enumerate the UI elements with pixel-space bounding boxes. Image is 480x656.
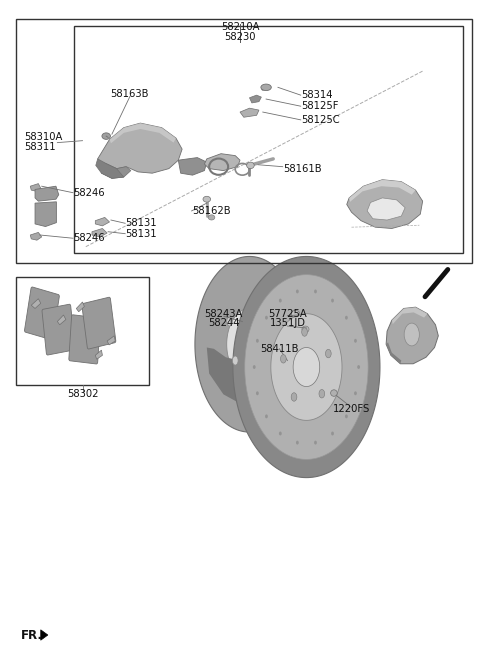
Ellipse shape [314,441,317,445]
Text: 58210A: 58210A [221,22,259,32]
Polygon shape [41,630,48,640]
Ellipse shape [253,365,256,369]
Text: 58230: 58230 [224,31,256,41]
Ellipse shape [232,356,238,365]
Polygon shape [273,298,297,329]
Polygon shape [207,348,295,406]
Polygon shape [204,154,240,171]
Text: 58302: 58302 [68,390,99,400]
Polygon shape [250,95,261,103]
Bar [16,19,471,263]
Ellipse shape [279,298,282,302]
Polygon shape [367,198,405,220]
Polygon shape [31,298,41,308]
Ellipse shape [263,318,269,327]
Polygon shape [97,123,182,173]
Ellipse shape [256,392,259,395]
Text: 58244: 58244 [208,318,240,329]
Polygon shape [386,342,401,364]
Ellipse shape [280,355,286,363]
Text: 58310A: 58310A [24,133,62,142]
Polygon shape [100,162,131,178]
Bar [16,277,149,384]
Polygon shape [96,217,109,226]
Text: 58246: 58246 [73,234,105,243]
Ellipse shape [314,289,317,293]
Text: 58243A: 58243A [204,309,243,319]
FancyBboxPatch shape [82,297,116,349]
Text: 58411B: 58411B [260,344,299,354]
Text: 58125C: 58125C [301,115,340,125]
Polygon shape [392,307,427,324]
FancyBboxPatch shape [42,304,75,355]
Polygon shape [233,256,380,478]
Text: 58314: 58314 [301,90,333,100]
Ellipse shape [247,162,254,169]
Polygon shape [271,314,342,420]
Polygon shape [57,315,66,325]
Polygon shape [30,232,42,240]
Ellipse shape [227,317,232,326]
Ellipse shape [302,326,309,333]
Polygon shape [109,123,176,143]
Ellipse shape [331,432,334,436]
Ellipse shape [404,323,420,346]
Polygon shape [195,256,304,432]
Polygon shape [240,108,259,117]
Polygon shape [107,336,115,345]
Polygon shape [347,180,423,228]
Text: FR.: FR. [21,628,43,642]
Text: 58246: 58246 [73,188,105,197]
Ellipse shape [325,350,331,358]
Ellipse shape [357,365,360,369]
Ellipse shape [345,415,348,419]
Ellipse shape [291,393,297,401]
Ellipse shape [291,310,300,317]
Text: 1220FS: 1220FS [333,404,370,415]
Polygon shape [349,180,416,202]
Polygon shape [92,228,107,237]
Text: 57725A: 57725A [268,309,307,319]
Ellipse shape [345,316,348,319]
Text: 58311: 58311 [24,142,56,152]
Text: 58125F: 58125F [301,101,339,112]
Ellipse shape [319,390,324,398]
Polygon shape [76,302,84,312]
Ellipse shape [354,339,357,342]
Polygon shape [96,159,124,178]
Ellipse shape [102,133,110,139]
Ellipse shape [261,84,271,91]
Polygon shape [227,308,272,380]
Polygon shape [35,202,56,226]
Polygon shape [386,307,438,364]
Polygon shape [293,348,320,386]
Polygon shape [179,157,207,175]
Text: 1351JD: 1351JD [269,318,305,329]
Ellipse shape [302,328,307,337]
Text: 58131: 58131 [125,218,157,228]
Ellipse shape [331,298,334,302]
Ellipse shape [265,316,268,319]
Ellipse shape [256,339,259,342]
Ellipse shape [354,392,357,395]
Ellipse shape [203,196,211,202]
Polygon shape [30,184,41,192]
Text: 58131: 58131 [125,229,157,239]
Ellipse shape [279,432,282,436]
Ellipse shape [331,390,337,396]
Text: 58162B: 58162B [192,206,231,216]
Text: 58161B: 58161B [283,163,321,174]
Polygon shape [96,350,102,359]
Polygon shape [245,275,368,459]
FancyBboxPatch shape [69,315,100,364]
FancyBboxPatch shape [24,287,60,340]
Ellipse shape [265,415,268,419]
Bar [74,26,463,253]
Polygon shape [35,186,59,201]
Text: 58163B: 58163B [111,89,149,99]
Ellipse shape [208,215,215,220]
Ellipse shape [296,441,299,445]
Ellipse shape [296,289,299,293]
